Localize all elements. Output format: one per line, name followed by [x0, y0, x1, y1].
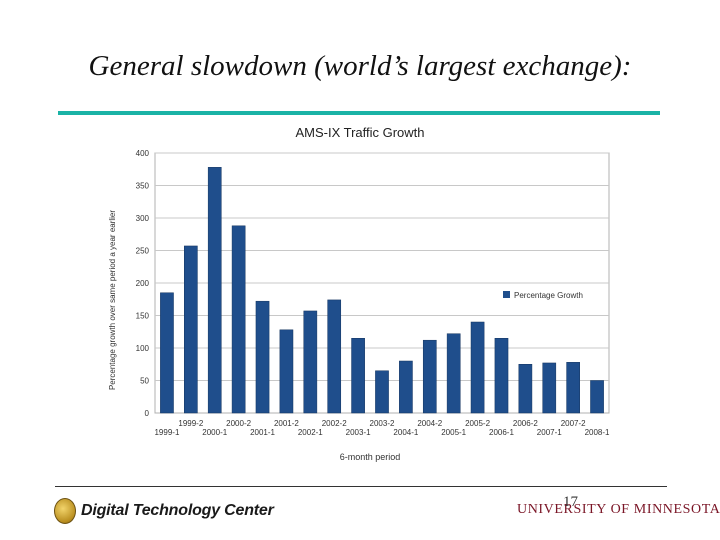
page-number: 17	[563, 494, 578, 510]
bar-2002-1	[303, 310, 318, 414]
bar-2007-1	[542, 362, 557, 414]
x-tick-label: 2005-1	[441, 428, 466, 437]
bar-2002-2	[327, 299, 342, 414]
y-tick-label: 50	[140, 377, 149, 386]
x-tick-label: 2004-2	[417, 419, 442, 428]
slide-title: General slowdown (world’s largest exchan…	[88, 50, 632, 82]
bar-2001-2	[279, 329, 294, 414]
bar-2000-1	[207, 167, 222, 414]
bar-1999-1	[160, 292, 174, 414]
bar-2001-1	[255, 300, 270, 414]
bar-2008-1	[590, 380, 604, 414]
title-divider	[58, 111, 660, 115]
umn-logo: UNIVERSITY OF MINNESOTA	[517, 502, 720, 517]
x-tick-label: 2004-1	[393, 428, 418, 437]
x-tick-label: 2000-1	[202, 428, 227, 437]
chart-title: AMS-IX Traffic Growth	[295, 125, 424, 140]
footer-divider	[55, 486, 667, 487]
y-tick-label: 350	[136, 182, 150, 191]
x-tick-label: 2006-1	[489, 428, 514, 437]
bar-2004-2	[422, 339, 437, 414]
x-tick-label: 2005-2	[465, 419, 490, 428]
chart-y-axis-label: Percentage growth over same period a yea…	[108, 210, 117, 390]
x-tick-label: 2001-2	[274, 419, 299, 428]
bar-2000-2	[231, 225, 246, 414]
y-tick-label: 100	[136, 344, 150, 353]
bar-2003-2	[375, 370, 389, 414]
y-tick-label: 0	[145, 409, 150, 418]
x-tick-label: 2002-1	[298, 428, 323, 437]
bar-2006-1	[494, 338, 509, 414]
legend-swatch	[503, 291, 510, 298]
y-tick-label: 150	[136, 312, 150, 321]
dtc-logo-text: Digital Technology Center	[81, 502, 274, 519]
y-tick-label: 400	[136, 149, 150, 158]
y-tick-label: 200	[136, 279, 150, 288]
x-tick-label: 1999-2	[178, 419, 203, 428]
bar-2003-1	[351, 338, 365, 414]
dtc-emblem-icon	[54, 498, 76, 524]
bar-2006-2	[518, 364, 533, 414]
x-tick-label: 2008-1	[585, 428, 610, 437]
x-tick-label: 1999-1	[154, 428, 179, 437]
bar-2007-2	[566, 362, 580, 414]
y-tick-label: 300	[136, 214, 150, 223]
x-tick-label: 2007-1	[537, 428, 562, 437]
x-tick-label: 2007-2	[561, 419, 586, 428]
x-tick-label: 2000-2	[226, 419, 251, 428]
x-tick-label: 2001-1	[250, 428, 275, 437]
bar-1999-2	[184, 245, 198, 414]
dtc-logo: Digital Technology Center	[54, 498, 274, 524]
x-tick-label: 2002-2	[322, 419, 347, 428]
bar-2005-1	[446, 333, 461, 414]
legend-label: Percentage Growth	[514, 291, 583, 300]
x-tick-label: 2003-2	[370, 419, 395, 428]
bar-2005-2	[470, 321, 485, 414]
x-tick-label: 2003-1	[346, 428, 371, 437]
traffic-growth-chart: AMS-IX Traffic Growth 0 50 100 150 200 250 300…	[108, 125, 610, 462]
x-tick-label: 2006-2	[513, 419, 538, 428]
chart-x-axis-label: 6-month period	[340, 452, 401, 462]
bar-2004-1	[399, 360, 413, 414]
y-tick-label: 250	[136, 247, 150, 256]
